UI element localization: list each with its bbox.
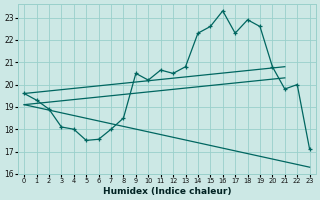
X-axis label: Humidex (Indice chaleur): Humidex (Indice chaleur) (103, 187, 231, 196)
